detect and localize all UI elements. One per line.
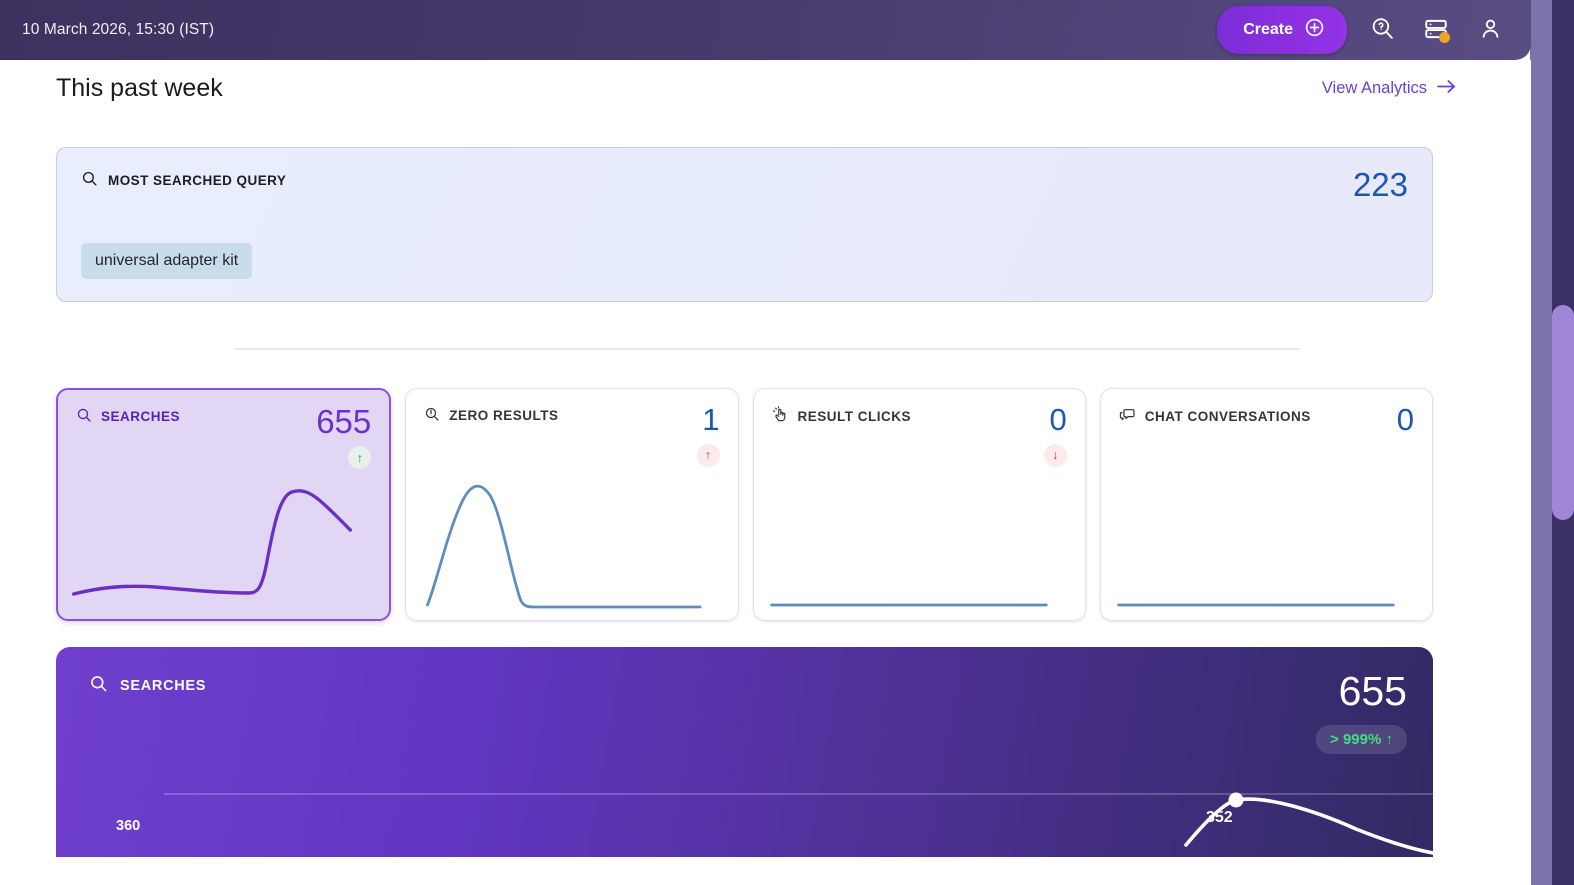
metric-label: CHAT CONVERSATIONS [1144,408,1311,424]
zero-results-sparkline [426,484,702,609]
metric-card-result-clicks[interactable]: RESULT CLICKS 0 ↓ [752,388,1086,621]
help-search-icon [1370,16,1395,44]
create-button-label: Create [1243,21,1293,38]
metric-card-row: SEARCHES 655 ↑ [0,350,1531,621]
metric-label-group: CHAT CONVERSATIONS [1119,406,1311,426]
section-divider [234,348,1300,350]
top-bar-actions: Create [1217,6,1531,54]
chat-bubbles-icon [1119,406,1136,426]
metric-card-chat-conversations[interactable]: CHAT CONVERSATIONS 0 [1099,388,1433,621]
plus-circle-icon [1304,17,1325,43]
metric-value-group: 655 ↑ [316,403,372,470]
click-hand-icon [772,406,789,426]
metric-header: ZERO RESULTS 1 ↑ [424,402,720,467]
chart-point-marker [1228,792,1244,808]
current-datetime: 10 March 2026, 15:30 (IST) [22,21,215,38]
metric-label: SEARCHES [101,409,181,424]
view-analytics-label: View Analytics [1321,79,1427,97]
page-title: This past week [56,74,223,102]
metric-trend-badge: ↑ [696,443,720,467]
metric-value: 655 [316,403,372,440]
chart-y-axis-label: 360 [116,818,141,834]
metric-label: RESULT CLICKS [797,408,911,424]
metric-value: 1 [702,402,720,437]
metric-trend-badge: ↑ [348,446,372,470]
searches-sparkline [71,489,352,596]
scrollbar-rail [1530,0,1574,885]
search-icon [89,674,108,697]
metric-header: SEARCHES 655 ↑ [76,403,372,470]
top-bar: 10 March 2026, 15:30 (IST) Create [0,0,1531,60]
page-scrollbar-thumb[interactable] [1552,305,1574,520]
create-button[interactable]: Create [1217,6,1347,54]
metric-label-group: SEARCHES [76,407,180,426]
metric-card-zero-results[interactable]: ZERO RESULTS 1 ↑ [405,388,739,621]
most-searched-query-card[interactable]: MOST SEARCHED QUERY 223 universal adapte… [56,147,1433,302]
searches-detail-label: SEARCHES [120,677,207,694]
arrow-right-icon [1437,79,1456,99]
most-searched-query-label-group: MOST SEARCHED QUERY [81,170,286,190]
metric-header: CHAT CONVERSATIONS 0 [1119,402,1414,437]
chart-line [1184,797,1433,855]
chart-point-label: 352 [1206,809,1233,826]
server-button[interactable] [1417,11,1455,49]
search-icon [76,407,92,426]
page-header: This past week View Analytics [0,60,1531,103]
searches-detail-chart [164,792,1433,855]
page-scrollbar-track[interactable] [1530,0,1574,885]
metric-value-group: 0 [1396,402,1414,437]
searches-detail-label-group: SEARCHES [89,674,206,697]
searches-detail-panel[interactable]: SEARCHES 655 > 999% ↑ 360 352 [56,647,1433,857]
most-searched-query-chip[interactable]: universal adapter kit [81,243,253,279]
searches-detail-change-badge: > 999% ↑ [1316,725,1407,754]
metric-card-searches[interactable]: SEARCHES 655 ↑ [56,388,392,621]
search-icon [81,170,98,190]
metric-label-group: RESULT CLICKS [772,406,912,426]
result-clicks-sparkline [769,603,1048,607]
metric-label: ZERO RESULTS [449,408,559,423]
most-searched-query-label: MOST SEARCHED QUERY [108,172,287,188]
metric-label-group: ZERO RESULTS [424,406,558,425]
account-button[interactable] [1471,11,1509,49]
page-content: This past week View Analytics [0,60,1531,885]
metric-value-group: 1 ↑ [696,402,720,467]
most-searched-query-value: 223 [1352,166,1408,203]
metric-value: 0 [1049,402,1067,437]
chat-conversations-sparkline [1116,603,1395,607]
help-search-button[interactable] [1363,11,1401,49]
metric-value: 0 [1396,402,1414,437]
metric-trend-badge: ↓ [1043,443,1067,467]
server-status-badge [1439,32,1450,43]
searches-detail-value: 655 [1338,668,1407,714]
most-searched-query-header: MOST SEARCHED QUERY 223 [81,166,1408,203]
search-alert-icon [424,406,440,425]
view-analytics-link[interactable]: View Analytics [1322,79,1456,99]
account-icon [1478,16,1503,44]
metric-header: RESULT CLICKS 0 ↓ [772,402,1067,467]
metric-value-group: 0 ↓ [1043,402,1067,467]
